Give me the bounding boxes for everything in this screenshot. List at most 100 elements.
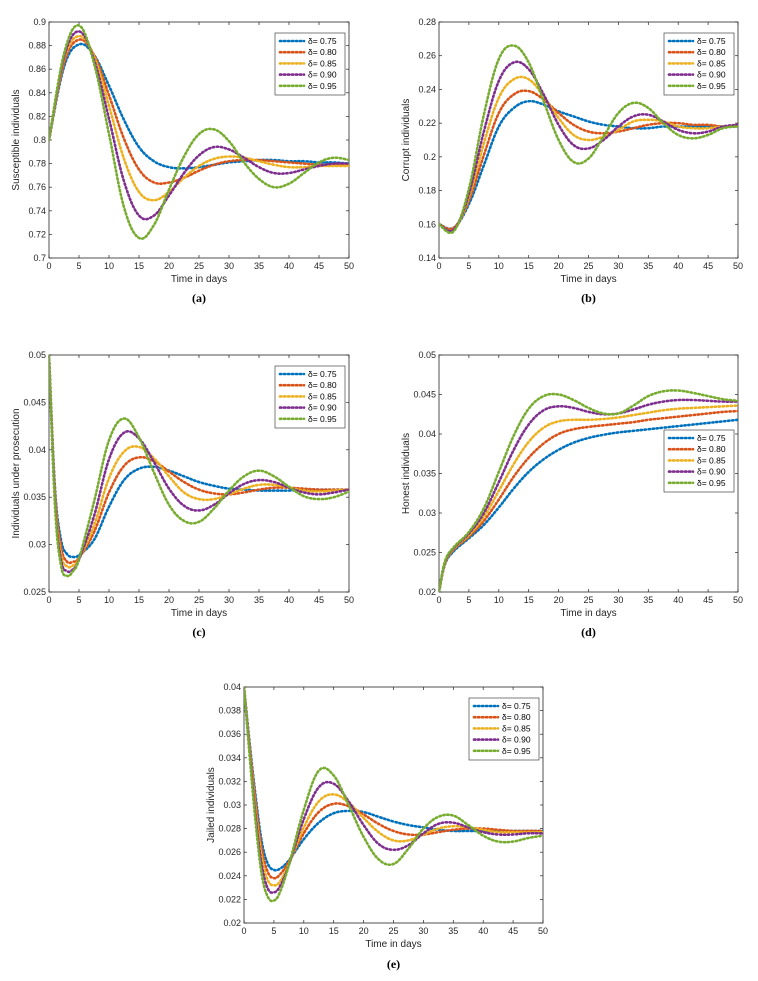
y-tick-label: 0.025 bbox=[23, 587, 46, 597]
y-tick-label: 0.8 bbox=[33, 135, 46, 145]
y-tick-label: 0.02 bbox=[418, 587, 436, 597]
legend-box bbox=[663, 429, 735, 493]
y-tick-label: 0.28 bbox=[418, 17, 436, 27]
legend-entry: δ= 0.90 bbox=[308, 70, 337, 80]
legend-entry: δ= 0.95 bbox=[502, 746, 531, 756]
y-tick-label: 0.72 bbox=[28, 229, 46, 239]
series-line-5 bbox=[439, 44, 738, 235]
legend-entry: δ= 0.85 bbox=[697, 58, 726, 68]
y-tick-label: 0.05 bbox=[418, 350, 436, 360]
x-tick-label: 0 bbox=[436, 595, 441, 605]
legend-box bbox=[468, 697, 540, 761]
y-tick-label: 0.7 bbox=[33, 253, 46, 263]
y-tick-label: 0.038 bbox=[218, 706, 241, 716]
x-tick-label: 50 bbox=[733, 261, 743, 271]
x-tick-label: 10 bbox=[104, 595, 114, 605]
y-tick-label: 0.045 bbox=[23, 397, 46, 407]
y-tick-label: 0.74 bbox=[28, 206, 46, 216]
series-line-5 bbox=[439, 389, 738, 592]
legend: δ= 0.75δ= 0.80δ= 0.85 δ= 0.90δ= 0.95 bbox=[274, 365, 346, 429]
x-tick-label: 0 bbox=[46, 595, 51, 605]
series-line-3 bbox=[439, 75, 738, 233]
legend-box bbox=[274, 365, 346, 429]
y-tick-label: 0.024 bbox=[218, 871, 241, 881]
x-tick-label: 45 bbox=[508, 926, 518, 936]
y-tick-label: 0.03 bbox=[418, 508, 436, 518]
x-tick-label: 45 bbox=[314, 261, 324, 271]
y-tick-label: 0.03 bbox=[28, 540, 46, 550]
x-tick-label: 10 bbox=[299, 926, 309, 936]
x-axis-label: Time in days bbox=[560, 274, 616, 285]
series-line-1 bbox=[49, 355, 349, 559]
legend-entry: δ= 0.75 bbox=[308, 36, 337, 46]
chart-b: 0 5 10 15 20 25 30 35 40 45 50 0.14 0.16 0.18 0.2 0.22 0… bbox=[401, 17, 743, 305]
legend-entry: δ= 0.80 bbox=[308, 47, 337, 57]
x-tick-label: 40 bbox=[673, 261, 683, 271]
legend-entry: δ= 0.85 bbox=[697, 455, 726, 465]
x-tick-label: 25 bbox=[583, 261, 593, 271]
x-tick-label: 5 bbox=[76, 261, 81, 271]
y-tick-label: 0.025 bbox=[413, 548, 436, 558]
y-tick-label: 0.034 bbox=[218, 753, 241, 763]
series-line-4 bbox=[244, 687, 543, 894]
x-tick-label: 15 bbox=[329, 926, 339, 936]
y-tick-label: 0.02 bbox=[223, 918, 241, 928]
y-tick-label: 0.03 bbox=[223, 800, 241, 810]
series-line-5 bbox=[244, 687, 543, 903]
x-tick-label: 20 bbox=[554, 595, 564, 605]
y-tick-label: 0.76 bbox=[28, 182, 46, 192]
y-axis-label: Susceptible individuals bbox=[11, 89, 22, 190]
y-tick-label: 0.04 bbox=[418, 429, 436, 439]
y-axis-label: Individuals under prosecution bbox=[11, 408, 22, 538]
y-tick-label: 0.032 bbox=[218, 776, 241, 786]
x-tick-label: 15 bbox=[134, 595, 144, 605]
y-tick-label: 0.035 bbox=[23, 492, 46, 502]
x-tick-label: 40 bbox=[284, 595, 294, 605]
y-tick-label: 0.028 bbox=[218, 824, 241, 834]
y-tick-label: 0.82 bbox=[28, 111, 46, 121]
x-tick-label: 50 bbox=[344, 595, 354, 605]
x-tick-label: 45 bbox=[703, 595, 713, 605]
x-tick-label: 20 bbox=[164, 261, 174, 271]
chart-c: 0 5 10 15 20 25 30 35 40 45 50 0.025 0.03 0.035 0.04 0.… bbox=[11, 350, 354, 639]
y-tick-label: 0.05 bbox=[28, 350, 46, 360]
legend-entry: δ= 0.95 bbox=[697, 81, 726, 91]
x-tick-label: 5 bbox=[271, 926, 276, 936]
y-tick-label: 0.026 bbox=[218, 847, 241, 857]
chart-d: 0 5 10 15 20 25 30 35 40 45 50 0.02 0.025 0.03 0.035 0.… bbox=[401, 350, 743, 639]
series-line-4 bbox=[439, 60, 738, 233]
x-tick-label: 30 bbox=[613, 595, 623, 605]
panel-label: (e) bbox=[387, 957, 400, 971]
series-line-5 bbox=[49, 24, 349, 240]
legend-box bbox=[274, 32, 346, 96]
y-tick-label: 0.036 bbox=[218, 729, 241, 739]
legend-entry: δ= 0.95 bbox=[697, 478, 726, 488]
y-tick-label: 0.16 bbox=[418, 219, 436, 229]
y-tick-label: 0.04 bbox=[28, 445, 46, 455]
x-tick-label: 50 bbox=[344, 261, 354, 271]
series-line-4 bbox=[439, 398, 738, 592]
y-tick-label: 0.2 bbox=[423, 152, 436, 162]
x-tick-label: 5 bbox=[76, 595, 81, 605]
x-tick-label: 20 bbox=[164, 595, 174, 605]
y-tick-label: 0.18 bbox=[418, 186, 436, 196]
series-line-3 bbox=[439, 404, 738, 592]
y-tick-label: 0.26 bbox=[418, 51, 436, 61]
x-tick-label: 0 bbox=[46, 261, 51, 271]
x-tick-label: 45 bbox=[314, 595, 324, 605]
x-tick-label: 35 bbox=[448, 926, 458, 936]
x-tick-label: 5 bbox=[466, 261, 471, 271]
x-tick-label: 0 bbox=[436, 261, 441, 271]
y-tick-label: 0.24 bbox=[418, 84, 436, 94]
legend-entry: δ= 0.90 bbox=[502, 735, 531, 745]
x-tick-label: 20 bbox=[554, 261, 564, 271]
x-tick-label: 35 bbox=[643, 261, 653, 271]
legend-entry: δ= 0.85 bbox=[308, 391, 337, 401]
y-tick-label: 0.045 bbox=[413, 390, 436, 400]
y-tick-label: 0.22 bbox=[418, 118, 436, 128]
series-line-2 bbox=[439, 89, 738, 231]
y-tick-label: 0.035 bbox=[413, 469, 436, 479]
x-axis-label: Time in days bbox=[171, 608, 227, 619]
x-tick-label: 30 bbox=[418, 926, 428, 936]
